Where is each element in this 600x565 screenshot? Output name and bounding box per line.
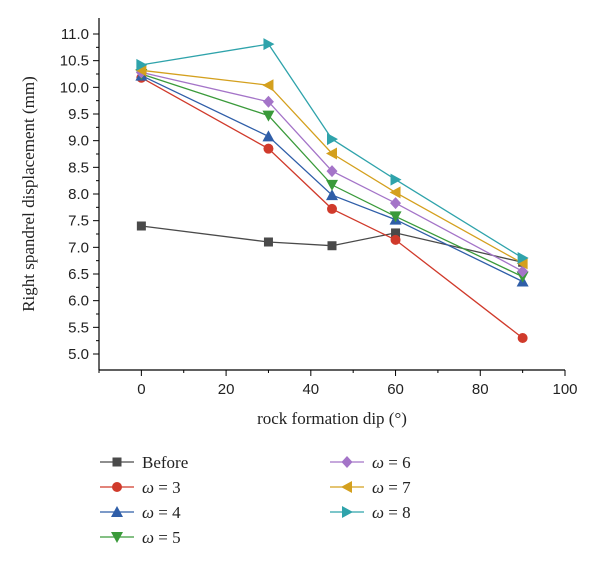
legend-label: ω = 7 bbox=[372, 478, 411, 497]
legend-label: ω = 3 bbox=[142, 478, 181, 497]
series-line bbox=[141, 75, 523, 283]
x-tick-label: 100 bbox=[552, 381, 577, 398]
y-tick-label: 10.5 bbox=[60, 53, 89, 70]
y-tick-label: 5.5 bbox=[68, 319, 89, 336]
series-group bbox=[135, 38, 529, 343]
legend-marker bbox=[112, 457, 122, 467]
x-tick-label: 0 bbox=[137, 381, 145, 398]
data-point bbox=[326, 147, 337, 160]
data-point bbox=[262, 79, 274, 92]
legend-item: ω = 5 bbox=[100, 528, 181, 547]
y-tick-label: 9.5 bbox=[68, 106, 89, 123]
y-tick-label: 8.5 bbox=[68, 159, 89, 176]
data-point bbox=[262, 95, 274, 108]
y-axis-title: Right spandrel displacement (mm) bbox=[19, 76, 38, 312]
legend-label: ω = 4 bbox=[142, 503, 181, 522]
series-0 bbox=[136, 221, 528, 267]
data-point bbox=[390, 173, 402, 186]
data-point bbox=[263, 237, 273, 247]
series-1 bbox=[136, 72, 528, 343]
y-tick-label: 9.0 bbox=[68, 133, 89, 150]
data-point bbox=[326, 189, 338, 201]
series-2 bbox=[135, 69, 529, 287]
legend-label: Before bbox=[142, 453, 188, 472]
data-point bbox=[327, 133, 338, 146]
legend-item: ω = 8 bbox=[330, 503, 411, 522]
legend-marker bbox=[112, 482, 122, 492]
legend-marker bbox=[341, 481, 352, 493]
legend-item: ω = 3 bbox=[100, 478, 181, 497]
data-point bbox=[516, 257, 528, 270]
data-point bbox=[262, 110, 275, 122]
data-point bbox=[391, 228, 401, 238]
data-point bbox=[136, 221, 146, 231]
x-tick-label: 20 bbox=[218, 381, 235, 398]
x-axis-title: rock formation dip (°) bbox=[257, 409, 407, 428]
legend-item: Before bbox=[100, 453, 188, 472]
data-point bbox=[136, 58, 148, 71]
legend-item: ω = 6 bbox=[330, 453, 411, 472]
data-point bbox=[390, 197, 402, 210]
data-point bbox=[135, 64, 147, 77]
y-tick-label: 5.0 bbox=[68, 346, 89, 363]
data-point bbox=[327, 203, 337, 214]
legend-marker bbox=[111, 532, 123, 543]
legend-item: ω = 4 bbox=[100, 503, 181, 522]
series-5 bbox=[135, 64, 528, 270]
legend-item: ω = 7 bbox=[330, 478, 411, 497]
x-tick-label: 60 bbox=[387, 381, 404, 398]
series-4 bbox=[135, 66, 529, 278]
y-tick-label: 7.5 bbox=[68, 213, 89, 230]
y-tick-label: 8.0 bbox=[68, 186, 89, 203]
legend-label: ω = 5 bbox=[142, 528, 181, 547]
y-tick-label: 7.0 bbox=[68, 239, 89, 256]
data-point bbox=[262, 130, 275, 142]
y-tick-label: 10.0 bbox=[60, 79, 89, 96]
data-point bbox=[327, 241, 337, 251]
axes-group: 5.0 5.5 6.0 6.5 7.0 7.5 8.0 8.5 9.0 9.5 10.0 10.5 11… bbox=[60, 18, 578, 398]
data-point bbox=[326, 179, 338, 191]
x-tick-label: 80 bbox=[472, 381, 489, 398]
data-point bbox=[517, 252, 529, 264]
data-point bbox=[263, 143, 274, 154]
data-point bbox=[326, 165, 338, 178]
y-tick-label: 11.0 bbox=[61, 26, 89, 43]
legend: Before ω = 3 ω = 4 ω = 5 ω = 6 ω = 7 ω = 8 bbox=[100, 453, 411, 547]
legend-marker bbox=[111, 506, 123, 517]
series-6 bbox=[136, 38, 529, 264]
y-tick-label: 6.0 bbox=[68, 293, 89, 310]
legend-label: ω = 8 bbox=[372, 503, 411, 522]
data-point bbox=[517, 333, 528, 343]
legend-label: ω = 6 bbox=[372, 453, 411, 472]
data-point bbox=[517, 265, 529, 278]
legend-marker bbox=[341, 456, 353, 468]
data-point bbox=[390, 234, 401, 245]
y-tick-label: 6.5 bbox=[68, 266, 89, 283]
data-point bbox=[263, 38, 275, 51]
data-point bbox=[389, 186, 401, 199]
legend-marker bbox=[342, 506, 353, 518]
data-point bbox=[389, 211, 402, 223]
x-tick-label: 40 bbox=[302, 381, 319, 398]
